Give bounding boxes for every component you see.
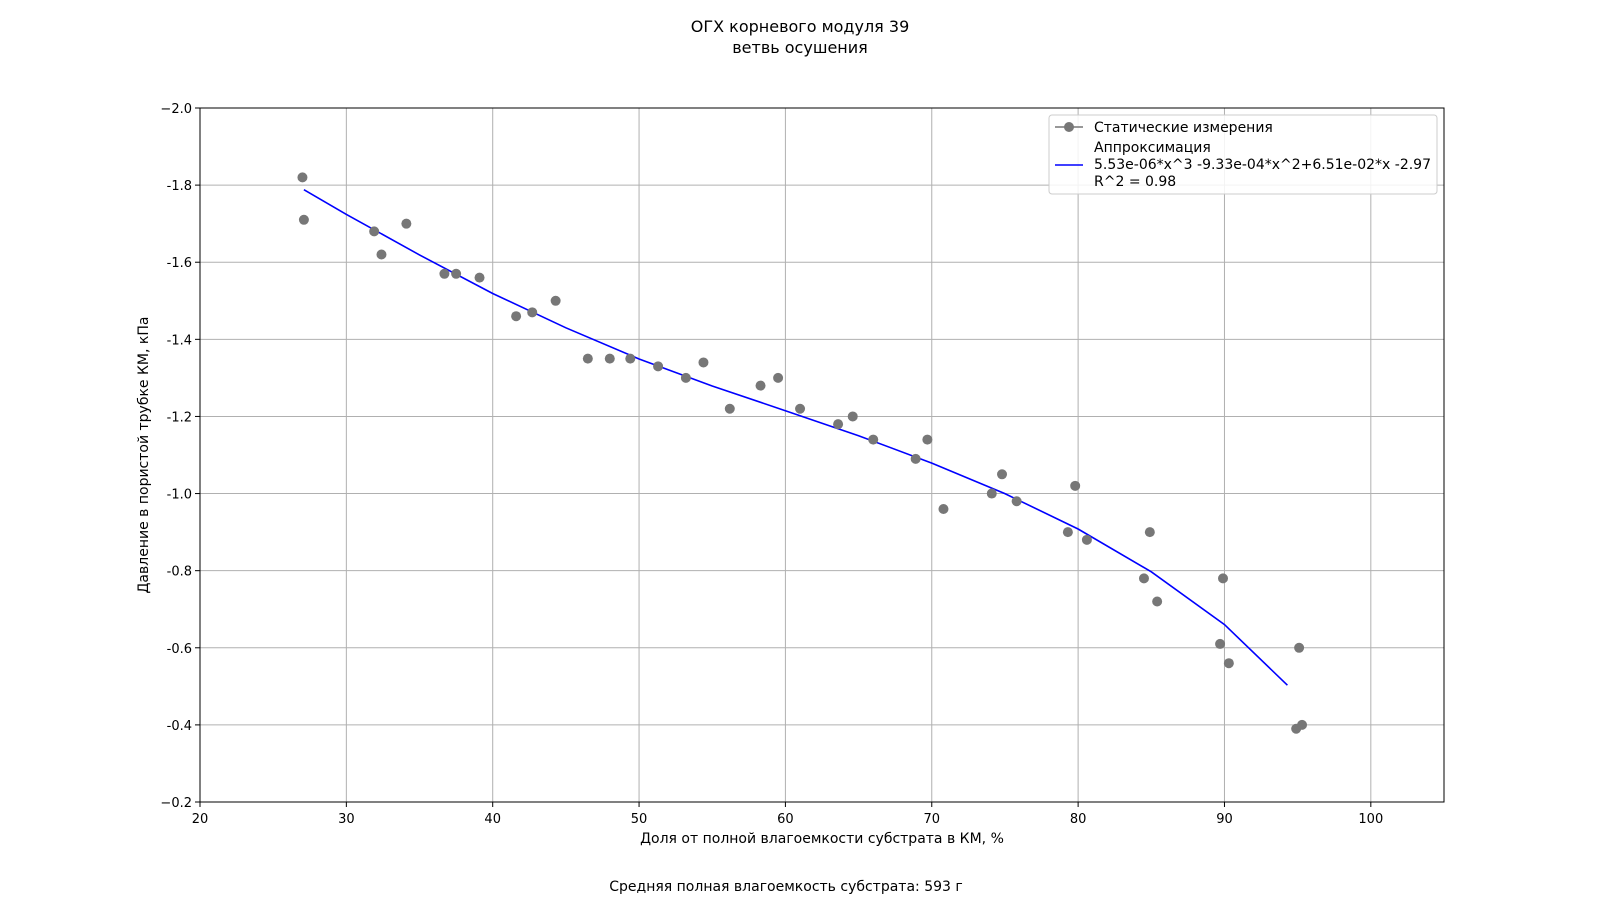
data-point-11 — [582, 353, 593, 364]
data-point-13 — [625, 353, 636, 364]
x-tick-label-8: 100 — [1358, 812, 1383, 827]
data-point-31 — [1070, 480, 1081, 491]
data-point-5 — [439, 268, 450, 279]
data-point-21 — [833, 419, 844, 430]
grid — [199, 107, 1444, 803]
legend-box — [1048, 114, 1438, 195]
x-tick-label-0: 20 — [192, 812, 209, 827]
data-point-33 — [1138, 573, 1149, 584]
data-point-20 — [795, 403, 806, 414]
data-point-9 — [527, 307, 538, 318]
y-tick-label-9: −0.2 — [160, 796, 192, 811]
data-point-41 — [1297, 719, 1308, 730]
x-tick-label-1: 30 — [338, 812, 355, 827]
y-tick-label-0: −2.0 — [160, 102, 192, 117]
data-point-14 — [653, 361, 664, 372]
legend-label-scatter: Статические измерения — [1094, 120, 1273, 136]
chart-title-line-1: ОГХ корневого модуля 39 — [691, 17, 910, 36]
x-tick-label-6: 80 — [1070, 812, 1087, 827]
data-point-40 — [1294, 642, 1305, 653]
data-point-37 — [1218, 573, 1229, 584]
data-point-7 — [474, 272, 485, 283]
data-point-17 — [724, 403, 735, 414]
y-tick-label-1: -1.8 — [167, 179, 192, 194]
y-tick-label-5: -1.0 — [167, 488, 192, 503]
data-point-0 — [297, 172, 308, 183]
data-point-18 — [755, 380, 766, 391]
legend-fit-line-0: Аппроксимация — [1094, 140, 1211, 156]
x-tick-label-2: 40 — [484, 812, 501, 827]
data-point-32 — [1081, 534, 1092, 545]
data-point-23 — [868, 434, 879, 445]
data-point-34 — [1144, 527, 1155, 538]
y-axis: −2.0 -1.8 -1.6 -1.4 -1.2 -1.0 -0.8 -0.6 -0.4 −0.2 — [160, 102, 200, 811]
y-tick-label-3: -1.4 — [167, 333, 192, 348]
data-point-22 — [847, 411, 858, 422]
data-point-8 — [511, 311, 522, 322]
data-point-16 — [698, 357, 709, 368]
data-point-25 — [922, 434, 933, 445]
data-point-6 — [451, 268, 462, 279]
y-tick-label-7: -0.6 — [167, 642, 192, 657]
y-tick-label-4: -1.2 — [167, 410, 192, 425]
data-point-10 — [550, 295, 561, 306]
y-tick-label-8: -0.4 — [167, 719, 192, 734]
y-axis-label: Давление в пористой трубке КМ, кПа — [136, 317, 152, 594]
data-point-24 — [910, 453, 921, 464]
legend-fit-line-1: 5.53e-06*x^3 -9.33e-04*x^2+6.51e-02*x -2… — [1094, 157, 1431, 173]
y-tick-label-2: -1.6 — [167, 256, 192, 271]
data-point-30 — [1062, 527, 1073, 538]
chart-title-line-2: ветвь осушения — [732, 38, 868, 57]
data-point-15 — [680, 372, 691, 383]
data-point-19 — [773, 372, 784, 383]
data-point-1 — [298, 214, 309, 225]
data-point-27 — [986, 488, 997, 499]
fit-line — [303, 189, 1288, 686]
plot-area — [297, 172, 1308, 734]
plot-frame — [199, 107, 1445, 803]
data-point-35 — [1152, 596, 1163, 607]
y-tick-label-6: -0.8 — [167, 565, 192, 580]
x-axis-label: Доля от полной влагоемкости субстрата в … — [640, 831, 1004, 847]
data-point-26 — [938, 503, 949, 514]
data-point-12 — [604, 353, 615, 364]
data-point-4 — [401, 218, 412, 229]
legend-fit-line-2: R^2 = 0.98 — [1094, 174, 1176, 190]
data-point-38 — [1223, 658, 1234, 669]
data-point-28 — [997, 469, 1008, 480]
x-tick-label-3: 50 — [631, 812, 648, 827]
data-point-29 — [1011, 496, 1022, 507]
legend-label-fit: Аппроксимация 5.53e-06*x^3 -9.33e-04*x^2+… — [1094, 140, 1431, 190]
x-tick-label-7: 90 — [1216, 812, 1233, 827]
x-axis: 20 30 40 50 60 70 80 90 100 — [192, 802, 1383, 827]
legend: Статические измерения Аппроксимация 5.53e… — [1048, 114, 1438, 195]
footer-note: Средняя полная влагоемкость субстрата: 5… — [609, 879, 963, 895]
legend-marker-scatter — [1064, 122, 1074, 132]
data-point-36 — [1215, 638, 1226, 649]
x-tick-label-4: 60 — [777, 812, 794, 827]
data-point-3 — [376, 249, 387, 260]
data-point-2 — [369, 226, 380, 237]
x-tick-label-5: 70 — [923, 812, 940, 827]
